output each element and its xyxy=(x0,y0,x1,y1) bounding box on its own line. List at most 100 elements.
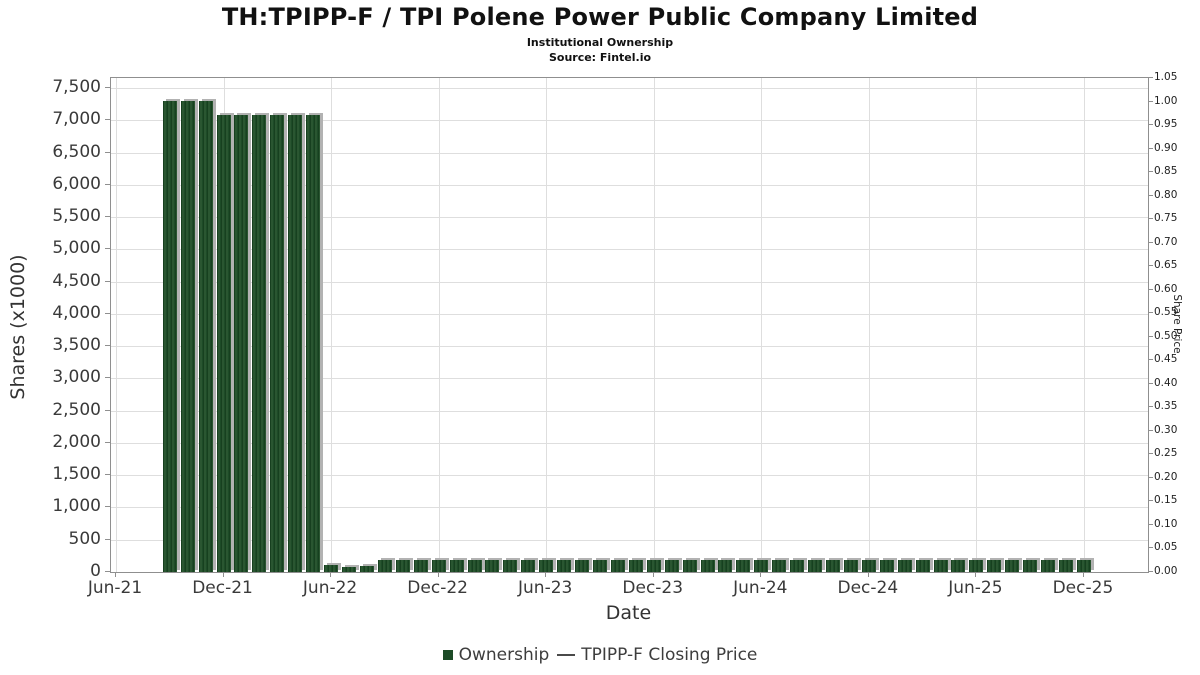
ownership-bar[interactable] xyxy=(431,559,446,572)
ownership-bar[interactable] xyxy=(449,559,464,572)
ownership-bar[interactable] xyxy=(861,559,876,572)
y-axis-right-tickmark xyxy=(1148,500,1153,502)
ownership-bar[interactable] xyxy=(610,559,625,572)
legend-ownership-label: Ownership xyxy=(458,645,550,665)
y-axis-left-tickmark xyxy=(105,151,110,153)
legend-item-closing-price[interactable]: TPIPP-F Closing Price xyxy=(557,645,757,665)
x-tick-label: Dec-24 xyxy=(837,578,899,598)
ownership-bar[interactable] xyxy=(592,559,607,572)
y-tick-label-left: 500 xyxy=(68,528,101,549)
y-tick-label-right: 0.65 xyxy=(1154,259,1178,272)
ownership-bar[interactable] xyxy=(377,559,392,572)
ownership-bar[interactable] xyxy=(234,115,249,572)
ownership-bar[interactable] xyxy=(664,559,679,572)
y-tick-label-right: 0.25 xyxy=(1154,447,1178,460)
ownership-bar[interactable] xyxy=(826,559,840,572)
y-axis-left-tickmark xyxy=(105,345,110,347)
y-tick-label-right: 0.40 xyxy=(1154,376,1178,389)
y-axis-left-tickmark xyxy=(105,474,110,476)
ownership-bar[interactable] xyxy=(252,115,267,572)
y-tick-label-left: 6,000 xyxy=(52,173,101,194)
x-tick-label: Dec-25 xyxy=(1052,578,1114,598)
ownership-bar[interactable] xyxy=(951,559,966,572)
ownership-bar[interactable] xyxy=(557,559,572,572)
y-tick-label-right: 0.45 xyxy=(1154,353,1178,366)
ownership-bar[interactable] xyxy=(808,559,823,572)
gridline-vertical xyxy=(761,78,763,572)
y-tick-label-left: 2,000 xyxy=(52,431,101,452)
y-tick-label-right: 0.10 xyxy=(1154,517,1178,530)
ownership-bar[interactable] xyxy=(915,559,930,572)
legend-item-ownership[interactable]: Ownership xyxy=(442,645,550,665)
y-tick-label-left: 4,000 xyxy=(52,302,101,323)
ownership-bar[interactable] xyxy=(539,559,554,572)
ownership-bar[interactable] xyxy=(359,565,374,572)
ownership-bar[interactable] xyxy=(306,115,321,572)
y-tick-label-right: 0.50 xyxy=(1154,329,1178,342)
y-tick-label-right: 0.30 xyxy=(1154,423,1178,436)
y-axis-left-tickmark xyxy=(105,377,110,379)
ownership-bar[interactable] xyxy=(646,559,661,572)
y-tick-label-left: 3,000 xyxy=(52,367,101,388)
ownership-bar[interactable] xyxy=(198,100,213,572)
ownership-bar[interactable] xyxy=(700,559,715,572)
ownership-bar[interactable] xyxy=(162,100,177,572)
ownership-bar[interactable] xyxy=(933,559,948,572)
ownership-bar[interactable] xyxy=(1076,559,1091,572)
y-tick-label-left: 6,500 xyxy=(52,141,101,162)
ownership-bar[interactable] xyxy=(1023,559,1038,572)
y-tick-label-right: 0.75 xyxy=(1154,212,1178,225)
x-axis-tickmark xyxy=(222,572,224,577)
ownership-bar[interactable] xyxy=(503,559,518,572)
y-axis-left-tickmark xyxy=(105,409,110,411)
y-tick-label-right: 1.05 xyxy=(1154,71,1178,83)
ownership-bar[interactable] xyxy=(467,559,482,572)
y-axis-right-tickmark xyxy=(1148,453,1153,455)
y-tick-label-right: 0.70 xyxy=(1154,235,1178,248)
ownership-bar[interactable] xyxy=(843,559,858,572)
ownership-bar[interactable] xyxy=(288,115,303,572)
ownership-bar[interactable] xyxy=(1041,559,1056,572)
gridline-horizontal xyxy=(111,475,1148,477)
ownership-bar[interactable] xyxy=(754,559,769,572)
ownership-bar[interactable] xyxy=(1005,559,1020,572)
ownership-bar[interactable] xyxy=(969,559,984,572)
ownership-bar[interactable] xyxy=(879,559,894,572)
y-axis-left-tickmark xyxy=(105,506,110,508)
ownership-bar[interactable] xyxy=(772,559,787,572)
y-axis-right-tickmark xyxy=(1148,312,1153,314)
ownership-bar[interactable] xyxy=(682,559,697,572)
ownership-bar[interactable] xyxy=(324,564,339,572)
ownership-bar[interactable] xyxy=(342,566,357,572)
ownership-bar[interactable] xyxy=(987,559,1002,572)
ownership-bar[interactable] xyxy=(897,559,912,572)
y-tick-label-right: 0.55 xyxy=(1154,306,1178,319)
ownership-bar[interactable] xyxy=(270,115,285,572)
y-tick-label-left: 4,500 xyxy=(52,270,101,291)
ownership-bar[interactable] xyxy=(790,559,805,572)
gridline-horizontal xyxy=(111,120,1148,122)
ownership-bar[interactable] xyxy=(413,559,428,572)
y-tick-label-right: 0.85 xyxy=(1154,165,1178,178)
y-tick-label-left: 5,000 xyxy=(52,238,101,259)
x-axis-tickmark xyxy=(545,572,547,577)
ownership-bar[interactable] xyxy=(216,115,231,572)
y-axis-right-tickmark xyxy=(1148,171,1153,173)
y-tick-label-left: 1,500 xyxy=(52,464,101,485)
x-axis-tickmark xyxy=(867,572,869,577)
chart-title: TH:TPIPP-F / TPI Polene Power Public Com… xyxy=(221,3,979,31)
y-axis-right-tickmark xyxy=(1148,194,1153,196)
y-axis-right-tickmark xyxy=(1148,265,1153,267)
ownership-bar[interactable] xyxy=(521,559,536,572)
x-tick-label: Dec-23 xyxy=(622,578,684,598)
ownership-bar[interactable] xyxy=(628,559,643,572)
ownership-bar[interactable] xyxy=(395,559,410,572)
ownership-bar[interactable] xyxy=(1059,559,1074,572)
ownership-bar[interactable] xyxy=(718,559,733,572)
ownership-bar[interactable] xyxy=(180,100,195,572)
ownership-bar[interactable] xyxy=(736,559,751,572)
y-axis-right-tickmark xyxy=(1148,476,1153,478)
ownership-bar[interactable] xyxy=(575,559,590,572)
price-line-marker-icon xyxy=(557,654,576,656)
ownership-bar[interactable] xyxy=(485,559,500,572)
